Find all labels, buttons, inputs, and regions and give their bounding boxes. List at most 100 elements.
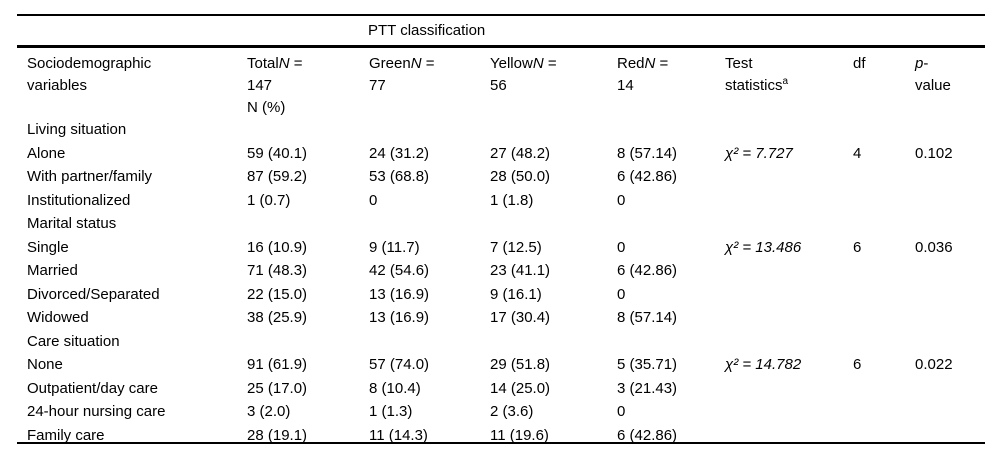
cell-text: 14 xyxy=(617,77,634,94)
table-cell: 6 (42.86) xyxy=(617,259,725,283)
row-label: Alone xyxy=(17,142,247,166)
cell-text: 6 xyxy=(853,238,862,256)
table-cell: 38 (25.9) xyxy=(247,306,369,330)
row-label: Married xyxy=(17,259,247,283)
row-label: Institutionalized xyxy=(17,189,247,213)
cell-text: χ² = 14.782 xyxy=(725,356,802,373)
cell-text: 4 xyxy=(853,144,862,162)
table-cell xyxy=(915,259,985,283)
column-header-green: GreenN = 77 xyxy=(369,53,490,119)
column-header-df: df xyxy=(853,53,915,119)
cell-text: 16 (10.9) xyxy=(247,238,308,256)
column-header-line: N (%) xyxy=(247,97,369,119)
table-cell xyxy=(915,400,985,424)
column-header-line: 77 xyxy=(369,75,490,97)
cell-text: 17 (30.4) xyxy=(490,309,551,326)
table-cell: 13 (16.9) xyxy=(369,283,490,307)
cell-text: Test xyxy=(725,55,753,72)
table-cell xyxy=(853,283,915,307)
table-cell: 13 (16.9) xyxy=(369,306,490,330)
cell-text: 13 (16.9) xyxy=(369,309,430,326)
table-cell xyxy=(915,377,985,401)
table-cell xyxy=(617,118,725,142)
table-cell: 0.022 xyxy=(915,353,985,377)
table-spanner-label: PTT classification xyxy=(368,22,486,39)
cell-text: 38 (25.9) xyxy=(247,309,308,326)
table-row: Institutionalized 1 (0.7) 0 1 (1.8) 0 xyxy=(17,189,985,213)
cell-text: 0 xyxy=(617,403,626,420)
table-cell: 11 (14.3) xyxy=(369,424,490,448)
cell-text: Care situation xyxy=(27,332,120,350)
cell-text: 1 (0.7) xyxy=(247,191,291,209)
table-row: Widowed 38 (25.9) 13 (16.9) 17 (30.4) 8 (57.… xyxy=(17,306,985,330)
table-cell: 53 (68.8) xyxy=(369,165,490,189)
table-cell: 6 xyxy=(853,236,915,260)
table-row: Alone 59 (40.1) 24 (31.2) 27 (48.2) 8 (57.14… xyxy=(17,142,985,166)
cell-text: 28 (19.1) xyxy=(247,426,308,444)
cell-text: df xyxy=(853,55,866,72)
column-header-p-value: p-value xyxy=(915,53,985,119)
column-header-line: statisticsa xyxy=(725,75,853,97)
table-cell: 3 (21.43) xyxy=(617,377,725,401)
cell-text: 27 (48.2) xyxy=(490,144,551,162)
table-cell: 6 (42.86) xyxy=(617,424,725,448)
column-header-line: 56 xyxy=(490,75,617,97)
cell-text: 0 xyxy=(617,285,626,303)
table-cell xyxy=(853,377,915,401)
column-header-yellow: YellowN = 56 xyxy=(490,53,617,119)
table-cell: 6 (42.86) xyxy=(617,165,725,189)
cell-text: value xyxy=(915,77,951,94)
table-cell: 0 xyxy=(617,400,725,424)
table-row: Single 16 (10.9) 9 (11.7) 7 (12.5) 0 χ² = 13.… xyxy=(17,236,985,260)
table-cell: 0.102 xyxy=(915,142,985,166)
table-cell xyxy=(915,306,985,330)
table-top-rule xyxy=(17,14,985,16)
column-header-line: Test xyxy=(725,53,853,75)
table-cell: 0.036 xyxy=(915,236,985,260)
table-cell: χ² = 13.486 xyxy=(725,236,853,260)
table-row: Divorced/Separated 22 (15.0) 13 (16.9) 9 (1… xyxy=(17,283,985,307)
table-cell: 0 xyxy=(369,189,490,213)
cell-text: 0 xyxy=(617,238,626,256)
row-label: With partner/family xyxy=(17,165,247,189)
row-label: Single xyxy=(17,236,247,260)
cell-text: N (%) xyxy=(247,99,286,116)
cell-text: 0.102 xyxy=(915,144,953,162)
cell-text: 9 (16.1) xyxy=(490,285,542,303)
table-cell: 91 (61.9) xyxy=(247,353,369,377)
cell-text: 71 (48.3) xyxy=(247,262,308,279)
column-header-line: RedN = xyxy=(617,53,725,75)
column-header-red: RedN = 14 xyxy=(617,53,725,119)
table-cell: 1 (0.7) xyxy=(247,189,369,213)
table-cell: 9 (11.7) xyxy=(369,236,490,260)
cell-text: = xyxy=(421,55,435,72)
column-header-line: GreenN = xyxy=(369,53,490,75)
row-label: Family care xyxy=(17,424,247,448)
table-cell xyxy=(247,330,369,354)
table-cell xyxy=(915,118,985,142)
table-cell: 42 (54.6) xyxy=(369,259,490,283)
table-row: Family care 28 (19.1) 11 (14.3) 11 (19.6) 6 … xyxy=(17,424,985,448)
cell-text: Green xyxy=(369,55,411,72)
table-cell xyxy=(853,259,915,283)
cell-text: 13 (16.9) xyxy=(369,285,430,303)
cell-text: 6 xyxy=(853,356,862,373)
row-label: Living situation xyxy=(17,118,247,142)
cell-text: 24-hour nursing care xyxy=(27,403,166,420)
column-header-line: 14 xyxy=(617,75,725,97)
table-header-row: Sociodemographic variables TotalN = 147 N (%… xyxy=(17,53,985,119)
table-cell xyxy=(725,189,853,213)
table-cell xyxy=(915,212,985,236)
table-cell: 14 (25.0) xyxy=(490,377,617,401)
cell-text: Sociodemographic xyxy=(27,55,152,72)
row-label: Widowed xyxy=(17,306,247,330)
cell-text: Living situation xyxy=(27,121,127,138)
row-label: Care situation xyxy=(17,330,247,354)
cell-text: 6 (42.86) xyxy=(617,426,678,444)
cell-text: 8 (57.14) xyxy=(617,309,678,326)
cell-text: 22 (15.0) xyxy=(247,285,308,303)
row-label: Outpatient/day care xyxy=(17,377,247,401)
table-cell: 29 (51.8) xyxy=(490,353,617,377)
table-row: 24-hour nursing care 3 (2.0) 1 (1.3) 2 (3.6… xyxy=(17,400,985,424)
